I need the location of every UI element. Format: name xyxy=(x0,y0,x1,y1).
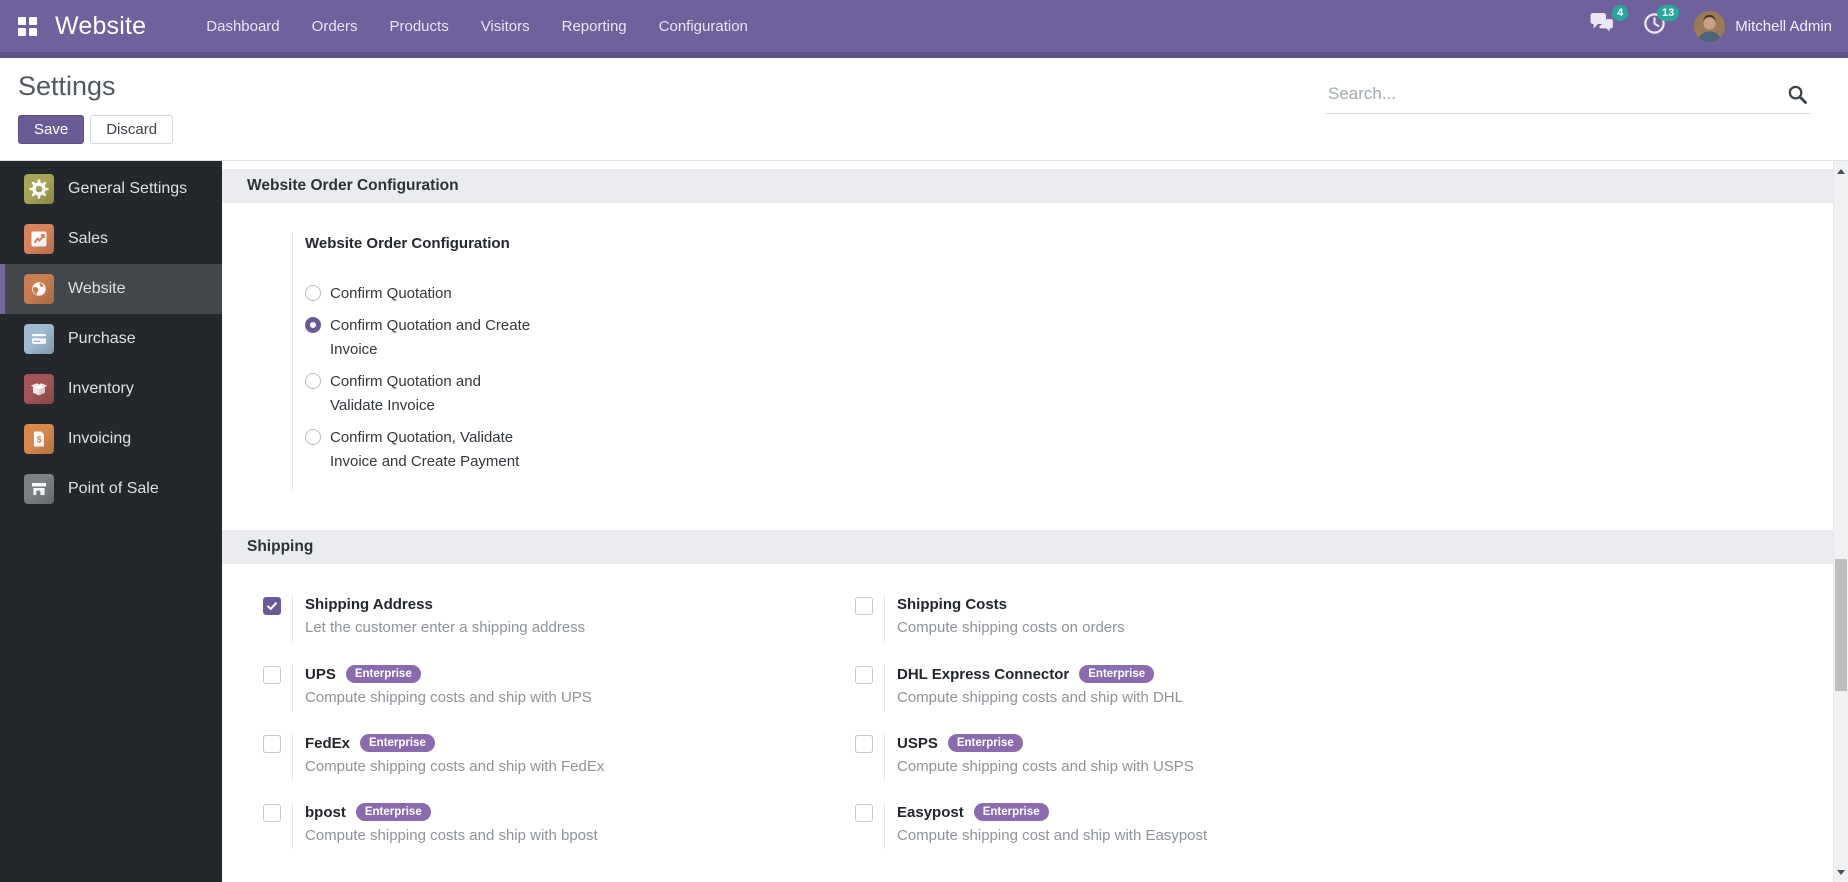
user-name: Mitchell Admin xyxy=(1735,17,1832,35)
search-input[interactable] xyxy=(1326,76,1810,114)
enterprise-badge: Enterprise xyxy=(1079,665,1155,683)
scrollbar-up-arrow[interactable] xyxy=(1834,164,1848,178)
discard-button[interactable]: Discard xyxy=(90,115,174,144)
top-navbar: Website Dashboard Orders Products Visito… xyxy=(0,0,1848,58)
checkbox[interactable] xyxy=(855,597,873,615)
sidebar-item-label: Point of Sale xyxy=(68,480,159,497)
setting-shipping-costs: Shipping Costs Compute shipping costs on… xyxy=(855,596,1447,642)
user-menu[interactable]: Mitchell Admin xyxy=(1694,10,1832,42)
setting-ups: UPS Enterprise Compute shipping costs an… xyxy=(263,665,855,711)
enterprise-badge: Enterprise xyxy=(947,734,1023,752)
box-icon xyxy=(24,374,54,404)
sidebar-item-label: Sales xyxy=(68,230,109,247)
sidebar-item-invoicing[interactable]: $ Invoicing xyxy=(0,414,222,464)
enterprise-badge: Enterprise xyxy=(360,734,435,752)
checkbox[interactable] xyxy=(263,735,281,753)
user-avatar xyxy=(1694,10,1726,42)
scrollbar-thumb[interactable] xyxy=(1835,559,1847,691)
order-configuration-box: Website Order Configuration Confirm Quot… xyxy=(263,233,1833,490)
page-title: Settings xyxy=(18,71,116,101)
radio-option-confirm-quotation[interactable]: Confirm Quotation xyxy=(305,282,536,306)
setting-easypost: Easypost Enterprise Compute shipping cos… xyxy=(855,803,1447,849)
radio-icon[interactable] xyxy=(305,373,321,389)
menu-item-configuration[interactable]: Configuration xyxy=(658,17,748,35)
shipping-options-grid: Shipping Address Let the customer enter … xyxy=(263,596,1833,849)
radio-option-confirm-quotation-create-invoice[interactable]: Confirm Quotation and Create Invoice xyxy=(305,314,536,362)
menu-item-dashboard[interactable]: Dashboard xyxy=(206,17,280,35)
menu-item-reporting[interactable]: Reporting xyxy=(561,17,627,35)
sidebar-item-label: Inventory xyxy=(68,380,134,397)
storefront-icon xyxy=(24,474,54,504)
radio-option-confirm-validate-create-payment[interactable]: Confirm Quotation, Validate Invoice and … xyxy=(305,426,536,474)
checkbox-checked[interactable] xyxy=(263,597,281,615)
vertical-scrollbar[interactable] xyxy=(1833,161,1848,882)
sidebar-item-inventory[interactable]: Inventory xyxy=(0,364,222,414)
chat-icon xyxy=(1589,12,1615,40)
messages-count-badge: 4 xyxy=(1612,5,1629,21)
sidebar-item-label: Purchase xyxy=(68,330,136,347)
activities-button[interactable]: 13 xyxy=(1643,5,1680,40)
control-panel: Settings Save Discard xyxy=(0,71,1848,173)
menu-item-products[interactable]: Products xyxy=(389,17,449,35)
invoice-icon: $ xyxy=(24,424,54,454)
menu-item-orders[interactable]: Orders xyxy=(311,17,358,35)
clock-icon xyxy=(1643,12,1666,40)
checkbox[interactable] xyxy=(855,735,873,753)
setting-shipping-address: Shipping Address Let the customer enter … xyxy=(263,596,855,642)
sidebar-item-general-settings[interactable]: General Settings xyxy=(0,164,222,214)
radio-option-confirm-quotation-validate-invoice[interactable]: Confirm Quotation and Validate Invoice xyxy=(305,370,536,418)
search-icon[interactable] xyxy=(1787,84,1808,110)
sidebar-item-label: Website xyxy=(68,280,126,297)
enterprise-badge: Enterprise xyxy=(355,803,431,821)
menu-item-visitors[interactable]: Visitors xyxy=(480,17,530,35)
order-configuration-subheading: Website Order Configuration xyxy=(305,235,510,252)
radio-icon[interactable] xyxy=(305,285,321,301)
sidebar-item-point-of-sale[interactable]: Point of Sale xyxy=(0,464,222,514)
sidebar-item-label: General Settings xyxy=(68,180,188,197)
chart-icon xyxy=(24,224,54,254)
enterprise-badge: Enterprise xyxy=(973,803,1049,821)
messages-button[interactable]: 4 xyxy=(1589,5,1629,40)
radio-icon[interactable] xyxy=(305,429,321,445)
settings-content: Website Order Configuration Website Orde… xyxy=(222,161,1833,882)
checkbox[interactable] xyxy=(855,666,873,684)
save-button[interactable]: Save xyxy=(18,115,85,144)
setting-dhl-express-connector: DHL Express Connector Enterprise Compute… xyxy=(855,665,1447,711)
sidebar-item-sales[interactable]: Sales xyxy=(0,214,222,264)
svg-text:$: $ xyxy=(37,434,42,444)
checkbox[interactable] xyxy=(855,804,873,822)
sidebar-item-website[interactable]: Website xyxy=(0,264,222,314)
checkbox[interactable] xyxy=(263,666,281,684)
activities-count-badge: 13 xyxy=(1657,5,1680,21)
credit-card-icon xyxy=(24,324,54,354)
globe-icon xyxy=(24,274,54,304)
setting-bpost: bpost Enterprise Compute shipping costs … xyxy=(263,803,855,849)
top-menu: Dashboard Orders Products Visitors Repor… xyxy=(190,0,764,52)
enterprise-badge: Enterprise xyxy=(345,665,421,683)
sidebar-item-label: Invoicing xyxy=(68,430,132,447)
settings-sidebar: General Settings Sales Website xyxy=(0,161,222,882)
apps-menu-icon[interactable] xyxy=(18,16,37,36)
radio-icon-selected[interactable] xyxy=(305,317,321,333)
sidebar-item-purchase[interactable]: Purchase xyxy=(0,314,222,364)
section-header-order-configuration: Website Order Configuration xyxy=(222,169,1833,203)
app-name[interactable]: Website xyxy=(55,11,147,40)
gear-icon xyxy=(24,174,54,204)
setting-usps: USPS Enterprise Compute shipping costs a… xyxy=(855,734,1447,780)
checkbox[interactable] xyxy=(263,804,281,822)
section-header-shipping: Shipping xyxy=(222,530,1833,564)
search-box xyxy=(1326,76,1810,114)
scrollbar-down-arrow[interactable] xyxy=(1834,865,1848,879)
setting-fedex: FedEx Enterprise Compute shipping costs … xyxy=(263,734,855,780)
